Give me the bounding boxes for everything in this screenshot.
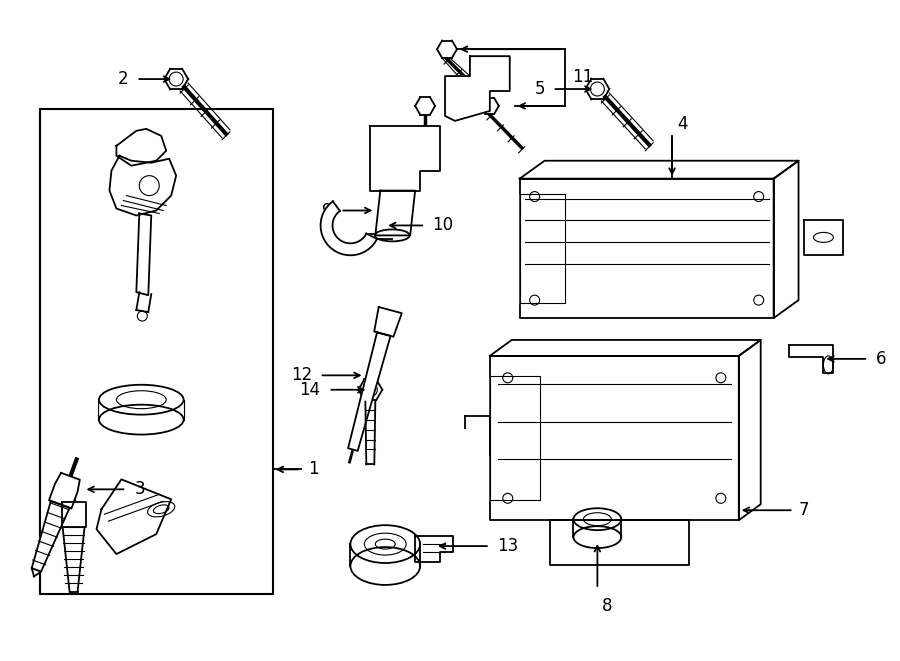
Polygon shape [110,156,176,215]
Text: 4: 4 [677,115,688,133]
Text: 14: 14 [300,381,320,399]
Polygon shape [490,376,540,500]
Text: 11: 11 [572,68,594,86]
Polygon shape [320,202,377,255]
Text: 13: 13 [497,537,518,555]
Text: 1: 1 [309,461,320,479]
Bar [40,109,273,594]
Text: 2: 2 [118,70,129,88]
Text: 12: 12 [292,366,312,384]
Polygon shape [445,56,509,121]
Polygon shape [49,473,80,508]
Polygon shape [415,536,453,562]
Polygon shape [788,345,833,373]
Polygon shape [375,190,415,235]
Polygon shape [374,307,401,336]
Polygon shape [519,194,564,303]
Polygon shape [32,501,69,572]
Polygon shape [365,402,375,465]
Polygon shape [550,520,689,565]
Text: 10: 10 [432,216,454,235]
Polygon shape [804,221,843,255]
Polygon shape [519,161,798,178]
Text: 5: 5 [536,80,545,98]
Polygon shape [116,129,166,166]
Polygon shape [96,479,171,554]
Polygon shape [61,502,86,527]
Polygon shape [490,356,739,520]
Text: 7: 7 [798,501,809,520]
Polygon shape [490,340,760,356]
Polygon shape [348,332,391,451]
Polygon shape [519,178,774,318]
Text: 3: 3 [134,481,145,498]
Polygon shape [739,340,760,520]
Text: 8: 8 [602,597,613,615]
Polygon shape [370,126,440,190]
Text: 6: 6 [877,350,886,368]
Polygon shape [136,214,151,295]
Text: 9: 9 [322,202,332,219]
Polygon shape [774,161,798,318]
